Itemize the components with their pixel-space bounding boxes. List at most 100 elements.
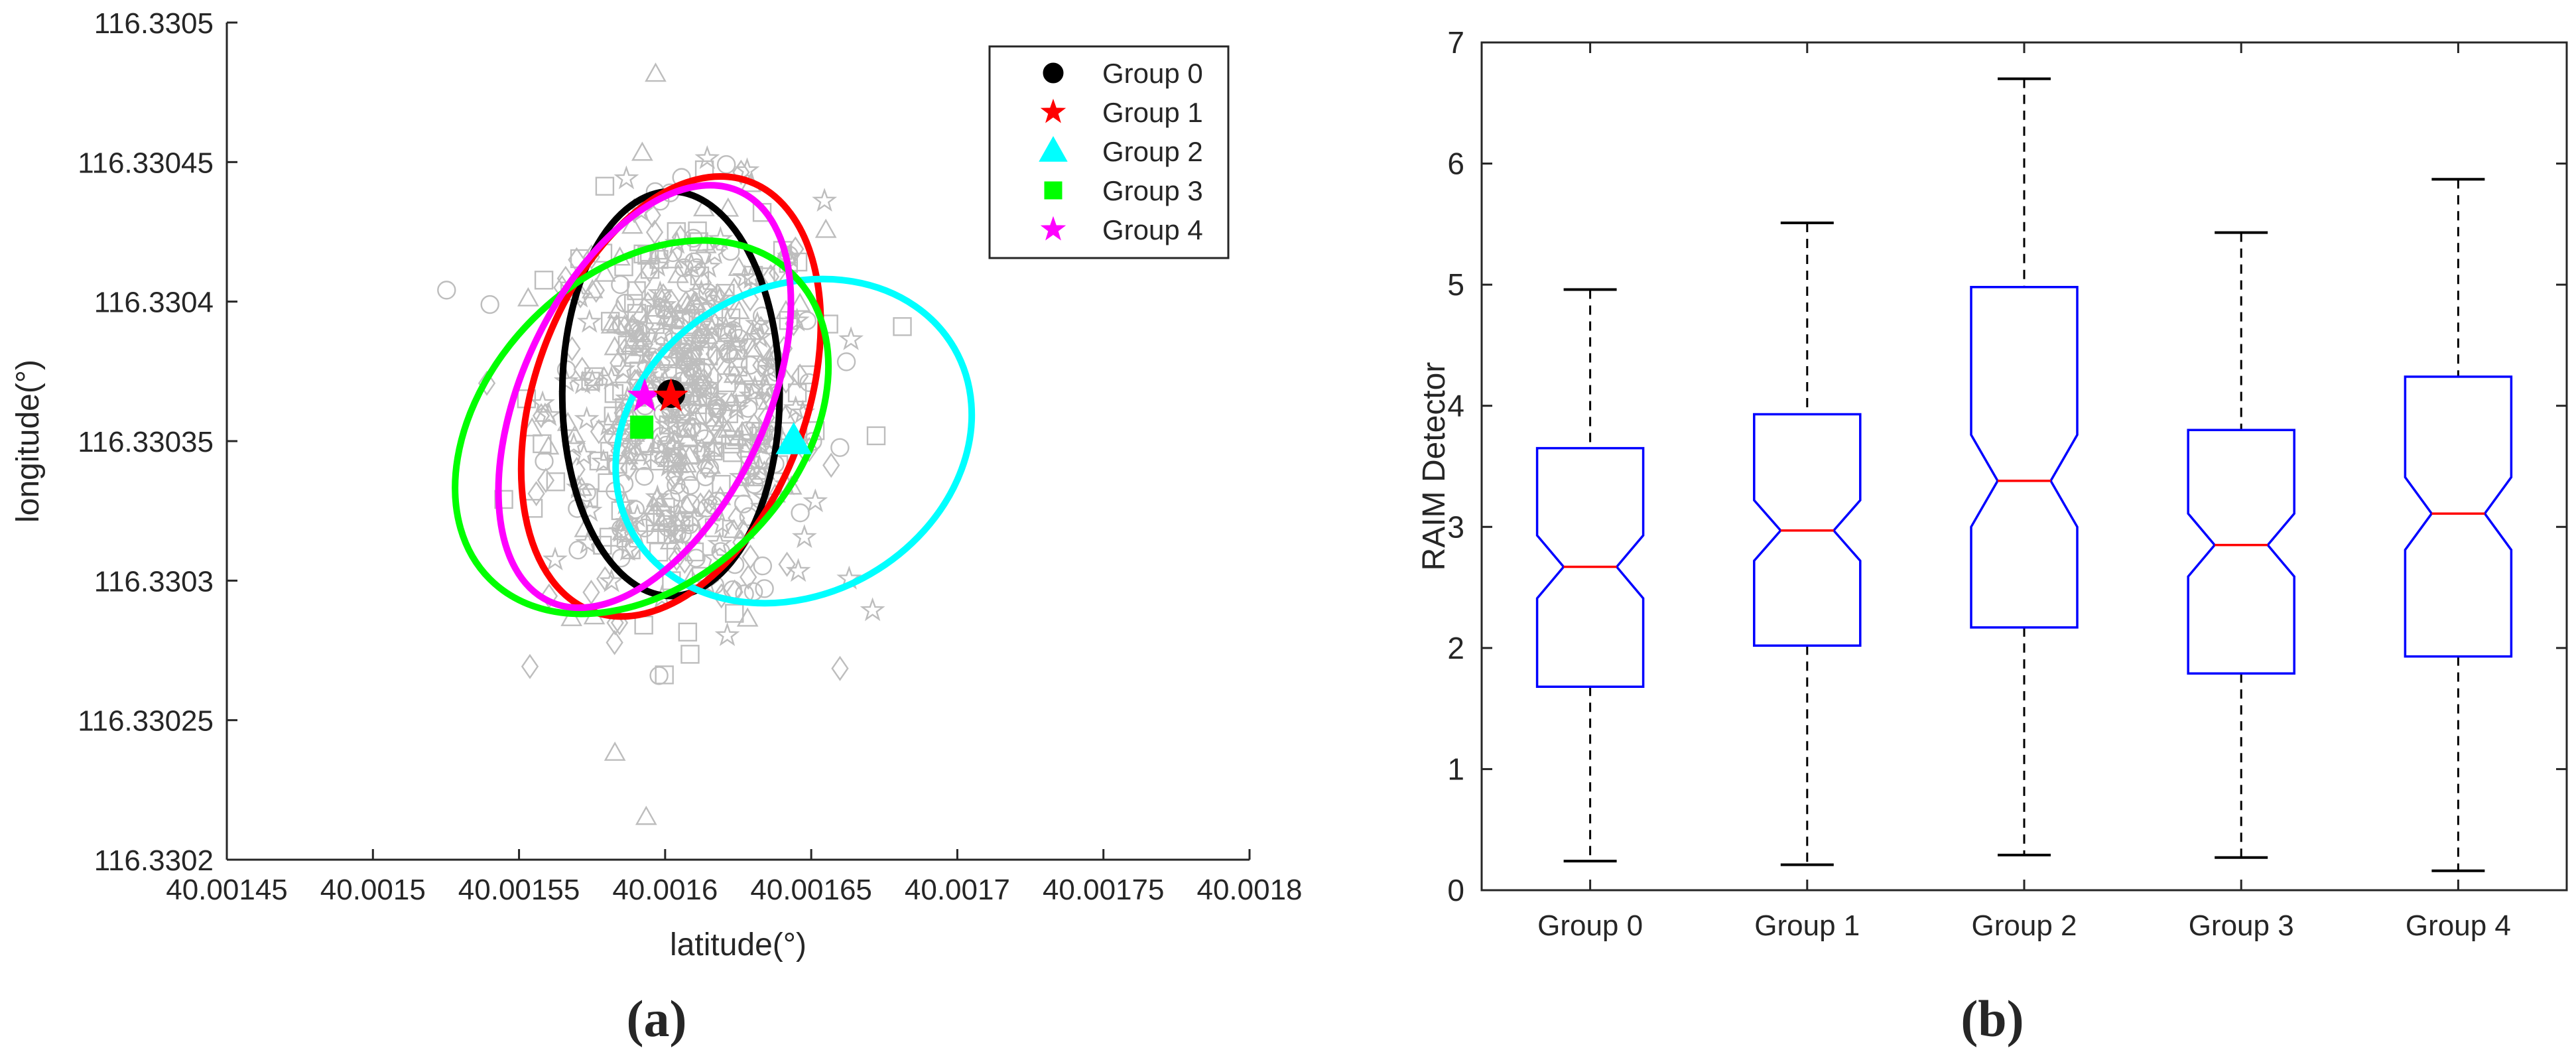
background-point — [571, 442, 597, 466]
y-tick-label-a: 116.33025 — [78, 705, 214, 738]
background-point — [687, 258, 706, 277]
background-point — [606, 630, 623, 655]
background-point — [694, 145, 720, 169]
y-tick-label-b: 7 — [1447, 25, 1464, 60]
background-point — [621, 214, 643, 234]
background-point — [803, 488, 828, 513]
background-point — [736, 607, 759, 627]
background-point — [685, 405, 707, 425]
y-tick-label-a: 116.3302 — [94, 844, 214, 877]
background-point — [576, 308, 602, 333]
background-point — [710, 411, 733, 431]
background-point — [682, 394, 702, 414]
notched-box — [2187, 429, 2295, 675]
background-point — [787, 236, 805, 262]
background-point — [641, 257, 659, 283]
background-point — [721, 340, 743, 360]
background-point — [645, 62, 667, 82]
background-point — [546, 472, 566, 492]
background-point — [480, 295, 499, 314]
center-group-3 — [630, 415, 654, 439]
legend-label: Group 0 — [1102, 58, 1203, 89]
background-point — [584, 367, 604, 387]
category-label: Group 0 — [1537, 909, 1643, 942]
background-point — [666, 339, 688, 359]
y-tick-label-a: 116.3305 — [94, 7, 214, 40]
y-tick-label-a: 116.3304 — [94, 287, 214, 319]
panel-label-b: (b) — [1961, 990, 2024, 1047]
background-point — [893, 317, 912, 336]
background-point — [778, 551, 796, 577]
background-point — [530, 390, 555, 415]
x-tick-label-a: 40.0017 — [905, 874, 1010, 906]
boxplot-panel-b: 0 1 2 3 4 5 6 7 Group 0 Group 1 Group 2 Group 3 Grou… — [1417, 25, 2568, 1047]
background-point — [747, 467, 767, 487]
legend-box — [988, 45, 1230, 259]
background-point — [624, 442, 647, 462]
background-point — [656, 298, 678, 318]
background-point — [731, 377, 753, 397]
x-axis-label-a: latitude(°) — [670, 927, 806, 963]
background-point — [598, 366, 624, 390]
background-point — [743, 380, 763, 399]
background-point — [705, 341, 724, 367]
legend-label: Group 2 — [1102, 136, 1203, 167]
ellipse-group-2 — [612, 275, 976, 607]
y-tick-label-b: 5 — [1447, 267, 1464, 302]
background-point — [568, 541, 588, 560]
background-point — [676, 273, 696, 293]
background-point — [785, 558, 811, 582]
notched-box — [2404, 375, 2513, 658]
background-point — [789, 293, 811, 312]
background-point — [699, 454, 722, 474]
background-point — [658, 518, 678, 537]
plot-area-b — [1482, 42, 2567, 890]
background-point — [708, 347, 726, 373]
background-point — [714, 308, 740, 332]
background-point — [734, 157, 760, 182]
background-point — [681, 342, 704, 362]
background-point — [753, 556, 773, 576]
background-point — [636, 312, 655, 338]
background-point — [590, 448, 616, 473]
background-point — [604, 741, 626, 761]
background-point — [631, 323, 651, 342]
background-point — [747, 324, 773, 348]
background-point — [607, 299, 629, 318]
background-point — [676, 294, 698, 314]
background-point — [574, 406, 600, 431]
background-point — [642, 369, 664, 389]
y-tick-label-b: 6 — [1447, 147, 1464, 181]
y-tick-label-a: 116.3303 — [94, 565, 214, 598]
background-point — [594, 262, 616, 282]
background-point — [822, 452, 840, 478]
background-point — [655, 665, 674, 685]
background-point — [698, 387, 718, 406]
background-point — [679, 373, 702, 393]
y-tick-label-b: 4 — [1447, 389, 1464, 423]
background-point — [742, 338, 764, 358]
background-point — [564, 425, 586, 444]
background-point — [755, 579, 774, 598]
category-label: Group 3 — [2189, 909, 2294, 942]
background-point — [631, 141, 653, 161]
background-point — [725, 604, 744, 623]
background-point — [494, 490, 513, 509]
background-point — [625, 503, 651, 527]
background-point — [866, 426, 886, 446]
background-point — [537, 435, 560, 455]
panel-label-a: (a) — [627, 990, 687, 1047]
background-point — [728, 256, 750, 276]
background-point — [643, 202, 661, 228]
y-tick-label-b: 3 — [1447, 509, 1464, 544]
background-point — [680, 645, 700, 664]
x-tick-label-a: 40.00175 — [1043, 874, 1165, 906]
background-point — [587, 277, 605, 303]
background-point — [780, 475, 803, 495]
background-point — [648, 319, 674, 344]
background-point — [527, 481, 545, 507]
background-point — [732, 159, 750, 185]
background-point — [684, 416, 702, 442]
background-point — [716, 155, 736, 174]
background-point — [601, 312, 620, 331]
